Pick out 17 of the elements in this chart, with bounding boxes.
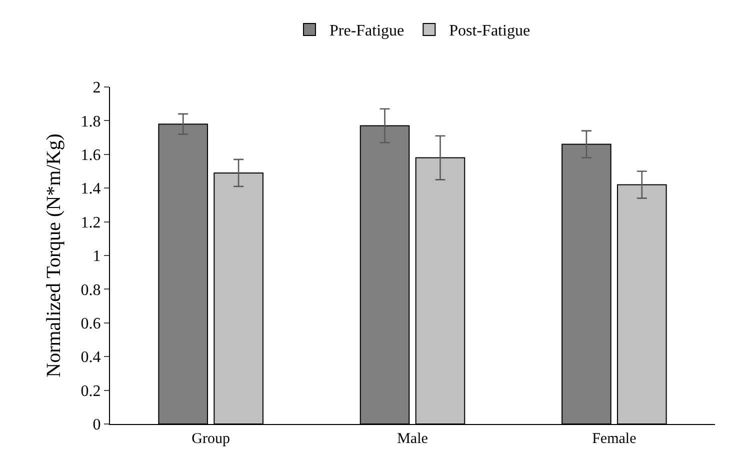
- legend-label: Post-Fatigue: [449, 22, 530, 40]
- y-tick-label: 0.6: [80, 316, 101, 332]
- x-tick-label: Male: [397, 431, 428, 447]
- y-tick-label: 2: [92, 80, 101, 97]
- x-tick-label: Group: [192, 431, 230, 447]
- y-tick-label: 0.8: [80, 282, 101, 299]
- y-tick-label: 1.2: [80, 214, 101, 232]
- y-tick-label: 1.4: [80, 180, 101, 198]
- y-tick-label: 0.2: [80, 382, 101, 400]
- legend-label: Pre-Fatigue: [330, 22, 404, 40]
- x-tick-label: Female: [592, 431, 637, 447]
- y-tick-label: 1.6: [80, 147, 101, 164]
- y-tick-label: 1: [92, 248, 101, 266]
- y-axis-title: Normalized Torque (N*m/Kg): [43, 134, 65, 378]
- y-tick-label: 0.4: [80, 349, 101, 366]
- y-tick-label: 0: [92, 416, 101, 434]
- y-tick-label: 1.8: [80, 113, 101, 130]
